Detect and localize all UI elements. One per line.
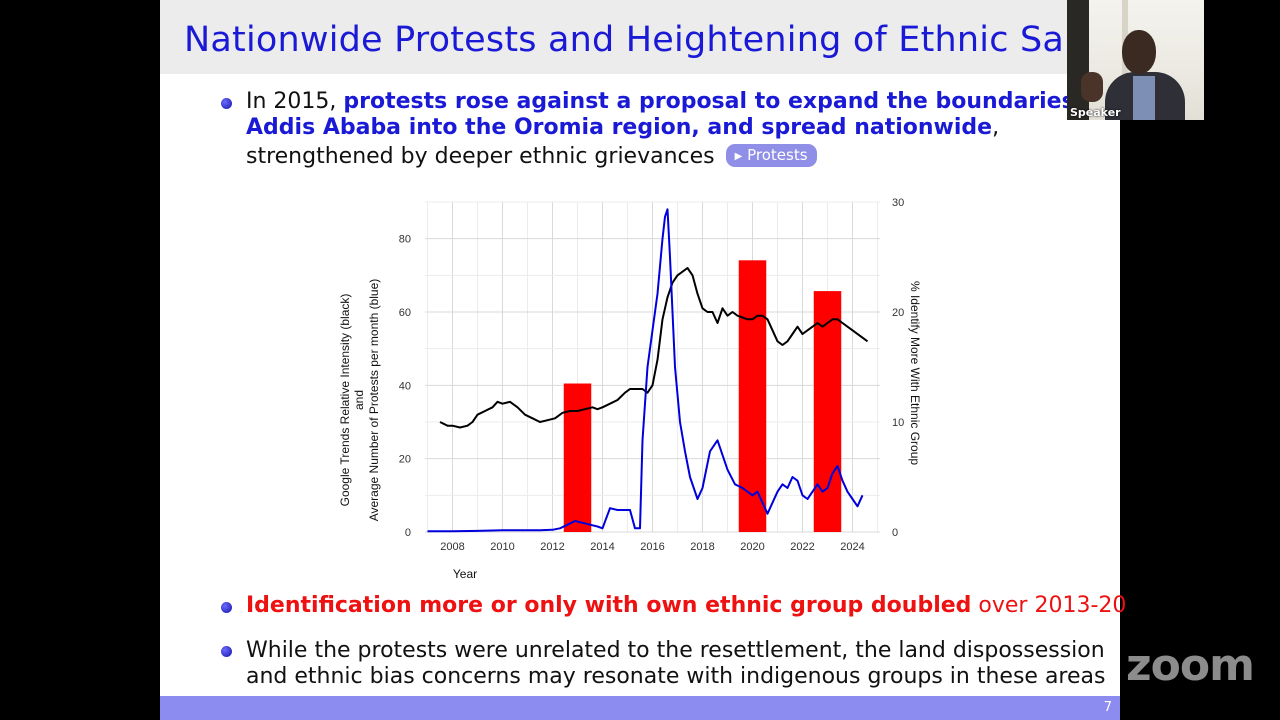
x-tick-label: 2018 — [690, 541, 714, 553]
bullet2-line: Identification more or only with own eth… — [246, 593, 1126, 618]
bullet2-bold: Identification more or only with own eth… — [246, 593, 972, 618]
x-tick-label: 2014 — [590, 541, 614, 553]
y-right-tick-label: 0 — [892, 527, 898, 539]
background-panel — [1067, 0, 1089, 120]
slide: Nationwide Protests and Heightening of E… — [160, 0, 1169, 720]
page-number: 7 — [1103, 700, 1112, 715]
bullet1-bold-line1: protests rose against a proposal to expa… — [343, 89, 1098, 114]
speaker-hand — [1081, 72, 1103, 102]
chart-bars — [563, 260, 842, 532]
bullet3-line2: and ethnic bias concerns may resonate wi… — [246, 664, 1106, 689]
y-tick-label: 0 — [405, 527, 411, 539]
y-axis-label-line2: and — [352, 390, 366, 410]
y-axis-right-label: % Identify More With Ethnic Group — [908, 281, 922, 465]
chart-grid — [425, 201, 880, 533]
y-tick-label: 80 — [399, 234, 411, 246]
bullet-icon — [221, 98, 232, 109]
protests-button-label: Protests — [747, 146, 808, 164]
x-tick-label: 2024 — [840, 541, 864, 553]
bar-2020 — [738, 260, 767, 532]
x-tick-label: 2010 — [490, 541, 514, 553]
bullet-icon — [221, 602, 232, 613]
y-tick-label: 40 — [399, 380, 411, 392]
bullet1-line2: Addis Ababa into the Oromia region, and … — [246, 115, 999, 140]
y-right-tick-label: 20 — [892, 307, 904, 319]
bullet1-tail: , — [992, 115, 1000, 140]
x-tick-label: 2020 — [740, 541, 764, 553]
x-tick-label: 2016 — [640, 541, 664, 553]
speaker-shirt — [1133, 76, 1155, 120]
speaker-head — [1122, 30, 1156, 74]
protests-chart: 2008 2010 2012 2014 2016 2018 2020 2022 20240204… — [340, 197, 922, 581]
footer-bar: 7 — [160, 696, 1120, 720]
bar-2013 — [563, 383, 592, 532]
chart-lines — [427, 208, 869, 533]
play-triangle-icon: ▶ — [734, 151, 743, 162]
y-tick-label: 60 — [399, 307, 411, 319]
slide-title: Nationwide Protests and Heightening of E… — [184, 20, 1170, 60]
bar-2023 — [813, 291, 842, 532]
y-axis-label-line3: Average Number of Protests per month (bl… — [367, 279, 381, 522]
bullet2-rest: over 2013-20 — [978, 593, 1127, 618]
bullet1-bold-line2: Addis Ababa into the Oromia region, and … — [246, 115, 993, 140]
speaker-video-thumbnail[interactable]: Speaker — [1067, 0, 1204, 120]
y-right-tick-label: 30 — [892, 197, 904, 209]
chart-ticks: 2008 2010 2012 2014 2016 2018 2020 2022 20240204… — [399, 197, 905, 553]
bullet-icon — [221, 646, 232, 657]
y-tick-label: 20 — [399, 454, 411, 466]
y-right-tick-label: 10 — [892, 417, 904, 429]
bullet1-lead: In 2015, — [246, 89, 337, 114]
x-tick-label: 2022 — [790, 541, 814, 553]
y-axis-label-line1: Google Trends Relative Intensity (black) — [340, 294, 352, 507]
bullet3-line1: While the protests were unrelated to the… — [246, 638, 1105, 663]
series-google-trends-line — [439, 267, 869, 429]
x-tick-label: 2008 — [440, 541, 464, 553]
zoom-watermark-logo: zoom — [1126, 640, 1255, 691]
bullet1-line1: In 2015, protests rose against a proposa… — [246, 89, 1097, 114]
title-bar: Nationwide Protests and Heightening of E… — [160, 0, 1169, 74]
x-tick-label: 2012 — [540, 541, 564, 553]
series-protests-line — [427, 208, 864, 533]
bullet1-line3: strengthened by deeper ethnic grievances… — [246, 144, 817, 169]
x-axis-label: Year — [453, 567, 477, 581]
left-axis-label: Google Trends Relative Intensity (black)… — [340, 279, 381, 522]
speaker-label: Speaker — [1070, 106, 1121, 119]
bullet1-line3-text: strengthened by deeper ethnic grievances — [246, 144, 715, 169]
protests-link-button[interactable]: ▶ Protests — [725, 144, 817, 167]
